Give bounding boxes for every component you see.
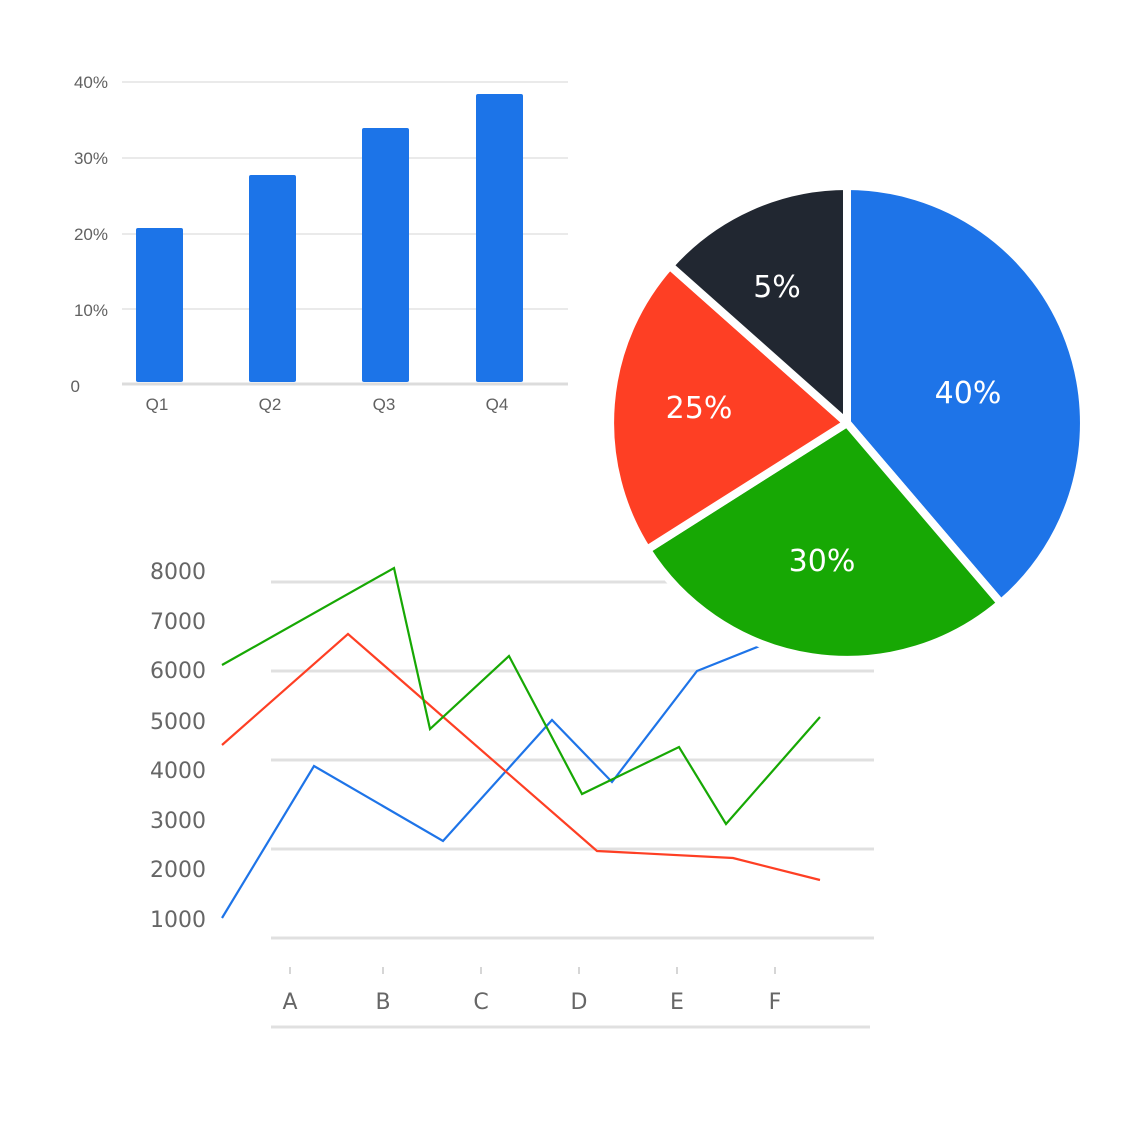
series-blue-line[interactable] — [221, 628, 801, 919]
pie-label-green: 30% — [789, 544, 856, 579]
bar-chart-bars — [136, 94, 523, 382]
line-chart-gridlines — [271, 580, 874, 1029]
bar-chart-x-axis-labels: Q1 Q2 Q3 Q4 — [146, 395, 509, 414]
x-tick-label: B — [375, 990, 390, 1015]
pie-slice-dark[interactable] — [665, 182, 851, 427]
y-tick-label: 0 — [71, 377, 80, 396]
bar-q3[interactable] — [362, 128, 409, 382]
x-tick-label: Q3 — [373, 395, 396, 414]
x-tick-label: Q2 — [259, 395, 282, 414]
y-tick-label: 30% — [74, 149, 108, 168]
pie-chart: 40% 30% 25% 5% — [606, 182, 1088, 664]
y-tick-label: 7000 — [150, 610, 206, 635]
bar-q2[interactable] — [249, 175, 296, 382]
x-tick-label: D — [571, 990, 588, 1015]
x-tick-label: E — [670, 990, 684, 1015]
y-tick-label: 5000 — [150, 710, 206, 735]
y-tick-label: 3000 — [150, 809, 206, 834]
line-chart: 8000 7000 6000 5000 4000 3000 2000 1000 … — [150, 560, 874, 1029]
line-chart-y-axis-labels: 8000 7000 6000 5000 4000 3000 2000 1000 — [150, 560, 206, 933]
line-chart-x-axis-labels: A B C D E F — [282, 990, 781, 1015]
y-tick-label: 2000 — [150, 858, 206, 883]
bar-chart: 40% 30% 20% 10% 0 Q1 Q2 Q3 Q4 — [71, 73, 568, 414]
bar-q4[interactable] — [476, 94, 523, 382]
pie-label-red: 25% — [666, 391, 733, 426]
pie-slice-red[interactable] — [606, 261, 851, 554]
y-tick-label: 6000 — [150, 659, 206, 684]
y-tick-label: 8000 — [150, 560, 206, 585]
series-red-line[interactable] — [221, 632, 821, 882]
y-tick-label: 10% — [74, 301, 108, 320]
pie-slice-blue[interactable] — [843, 182, 1088, 608]
x-tick-label: Q4 — [486, 395, 509, 414]
x-tick-label: F — [769, 990, 782, 1015]
y-tick-label: 20% — [74, 225, 108, 244]
line-chart-series — [221, 566, 821, 919]
pie-slice-green[interactable] — [642, 419, 1005, 664]
series-green-line[interactable] — [221, 566, 821, 826]
x-tick-label: A — [282, 990, 297, 1015]
bar-chart-y-axis-labels: 40% 30% 20% 10% 0 — [71, 73, 108, 396]
pie-label-blue: 40% — [935, 376, 1002, 411]
x-tick-label: C — [473, 990, 488, 1015]
pie-label-dark: 5% — [753, 270, 801, 305]
y-tick-label: 1000 — [150, 908, 206, 933]
bar-q1[interactable] — [136, 228, 183, 382]
x-tick-label: Q1 — [146, 395, 169, 414]
y-tick-label: 4000 — [150, 759, 206, 784]
line-chart-x-ticks — [289, 967, 776, 974]
y-tick-label: 40% — [74, 73, 108, 92]
